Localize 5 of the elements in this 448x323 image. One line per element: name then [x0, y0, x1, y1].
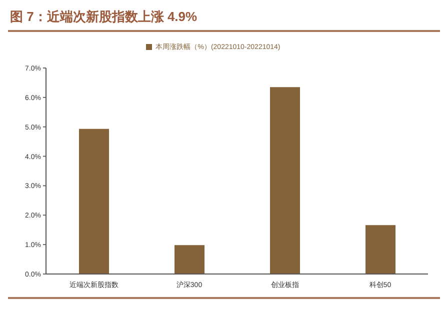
chart-title: 图 7：近端次新股指数上涨 4.9%: [10, 8, 198, 26]
bar: [174, 245, 204, 274]
bar: [270, 87, 300, 274]
bar: [366, 225, 396, 274]
bar: [79, 128, 109, 274]
